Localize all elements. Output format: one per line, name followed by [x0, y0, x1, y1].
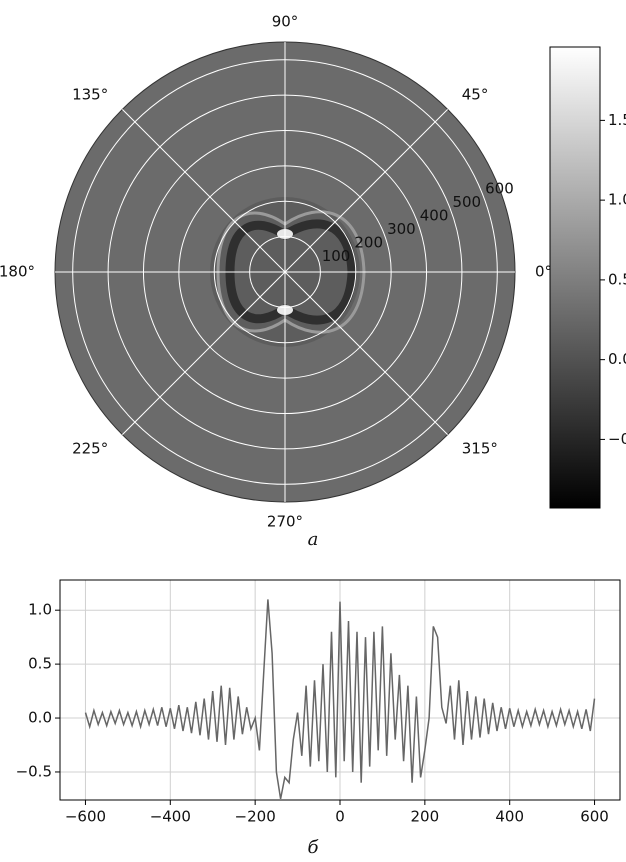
grid-line	[122, 109, 286, 273]
x-tick-label: 400	[495, 808, 524, 826]
theta-tick-label: 225°	[72, 439, 108, 457]
x-tick-label: −600	[65, 808, 106, 826]
x-tick-label: 0	[335, 808, 345, 826]
grid-circle	[142, 129, 428, 415]
caption: a	[308, 529, 319, 550]
grid-line	[122, 271, 286, 435]
colorbar-tick-label: 1.5	[608, 111, 626, 129]
colorbar-tick-label: 0.0	[608, 350, 626, 368]
colorbar-tick-label: −0.5	[608, 430, 626, 448]
colorbar-tick-label: 0.5	[608, 270, 626, 288]
grid-line	[284, 109, 448, 273]
caption: б	[308, 837, 320, 858]
grid-line	[284, 271, 448, 435]
y-tick-label: −0.5	[16, 762, 52, 780]
theta-tick-label: 270°	[267, 513, 303, 531]
grid-circle	[72, 59, 498, 485]
grid-circle	[178, 165, 392, 379]
r-tick-label: 200	[354, 233, 383, 251]
theta-tick-label: 180°	[0, 263, 35, 281]
theta-tick-label: 0°	[535, 263, 552, 281]
grid-circle	[107, 94, 463, 450]
r-tick-label: 500	[452, 193, 481, 211]
x-tick-label: 600	[580, 808, 609, 826]
theta-tick-label: 45°	[462, 86, 489, 104]
grid-circle	[213, 200, 357, 344]
x-tick-label: 200	[411, 808, 440, 826]
colorbar-tick-label: 1.0	[608, 191, 626, 209]
y-tick-label: 1.0	[28, 601, 52, 619]
r-tick-label: 100	[322, 247, 351, 265]
theta-tick-label: 315°	[462, 439, 498, 457]
line-series	[84, 599, 596, 800]
theta-tick-label: 135°	[72, 86, 108, 104]
y-tick-label: 0.5	[28, 655, 52, 673]
x-tick-label: −200	[235, 808, 276, 826]
r-tick-label: 300	[387, 220, 416, 238]
theta-tick-label: 90°	[272, 13, 299, 31]
grid-circle	[249, 236, 321, 308]
r-tick-label: 400	[420, 206, 449, 224]
x-tick-label: −400	[150, 808, 191, 826]
y-tick-label: 0.0	[28, 709, 52, 727]
colorbar	[549, 46, 601, 509]
r-tick-label: 600	[485, 179, 514, 197]
plot-frame	[59, 579, 621, 801]
